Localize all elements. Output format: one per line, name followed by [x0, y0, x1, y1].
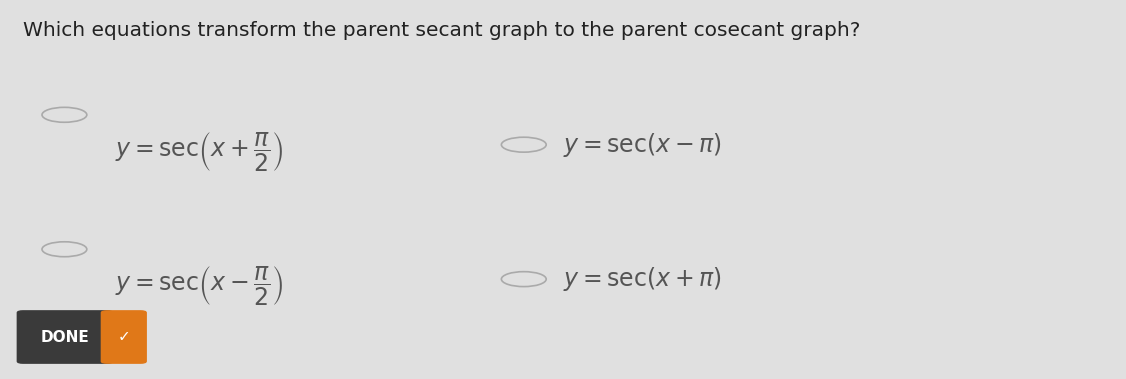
Text: ✓: ✓	[117, 329, 131, 345]
Text: DONE: DONE	[41, 329, 89, 345]
Text: $y = \sec(x - \pi)$: $y = \sec(x - \pi)$	[563, 131, 722, 159]
Text: $y = \sec\!\left(x + \dfrac{\pi}{2}\right)$: $y = \sec\!\left(x + \dfrac{\pi}{2}\righ…	[115, 130, 283, 174]
Text: Which equations transform the parent secant graph to the parent cosecant graph?: Which equations transform the parent sec…	[23, 22, 860, 41]
FancyBboxPatch shape	[101, 311, 146, 363]
FancyBboxPatch shape	[17, 311, 113, 363]
Text: $y = \sec\!\left(x - \dfrac{\pi}{2}\right)$: $y = \sec\!\left(x - \dfrac{\pi}{2}\righ…	[115, 265, 283, 308]
Text: $y = \sec(x + \pi)$: $y = \sec(x + \pi)$	[563, 265, 722, 293]
